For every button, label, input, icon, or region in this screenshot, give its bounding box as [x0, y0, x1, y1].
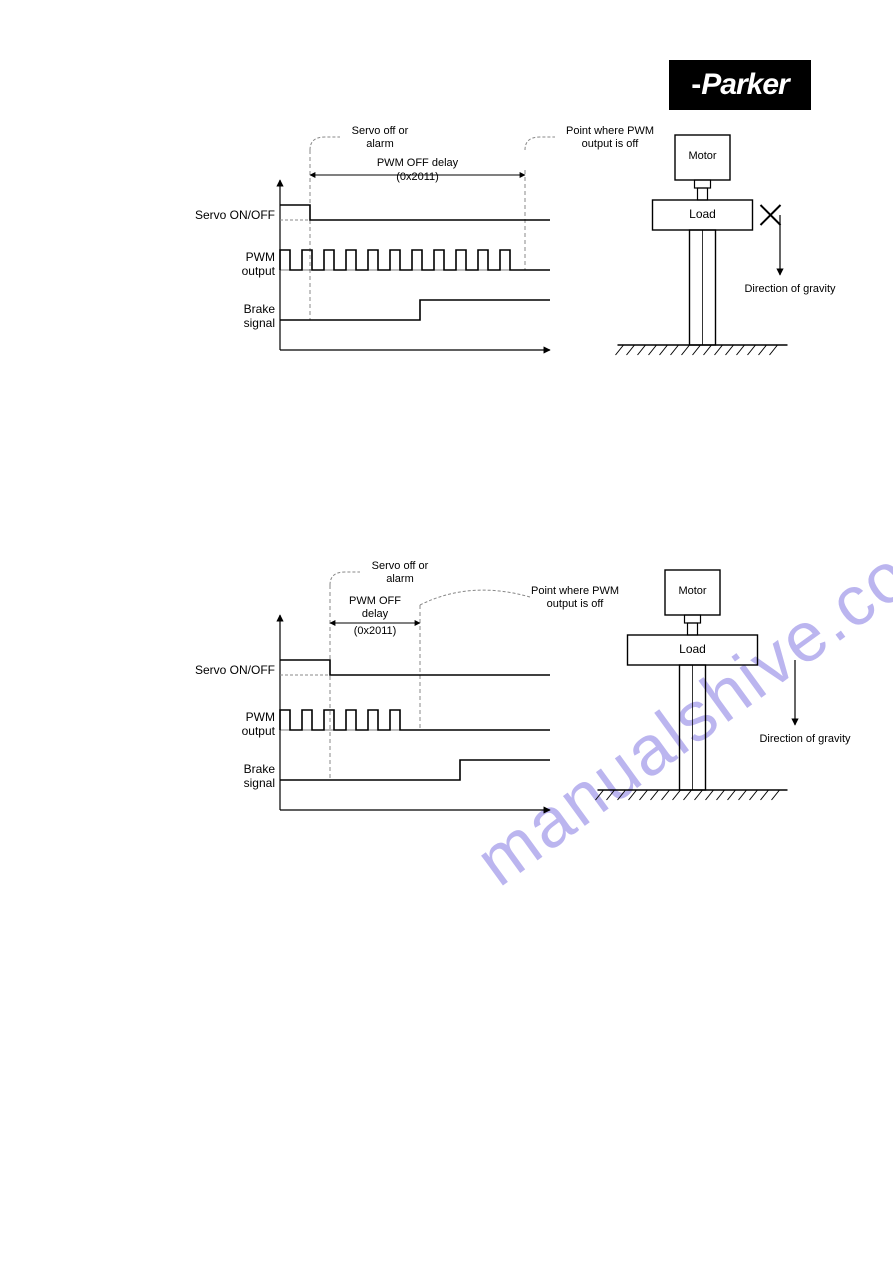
label-brake-signal: Brakesignal: [175, 762, 275, 791]
label-pwm-off-delay-param: (0x2011): [330, 625, 420, 638]
label-load: Load: [653, 207, 753, 221]
label-load: Load: [628, 642, 758, 656]
label-servo-off: Servo off oralarm: [335, 125, 425, 151]
label-pwm-output: PWMoutput: [175, 710, 275, 739]
label-pwm-off-delay: PWM OFFdelay: [330, 595, 420, 621]
label-brake-signal: Brakesignal: [175, 302, 275, 331]
label-servo-onoff: Servo ON/OFF: [175, 663, 275, 677]
label-pwm-output: PWMoutput: [175, 250, 275, 279]
label-servo-onoff: Servo ON/OFF: [175, 208, 275, 222]
label-pwm-off-point: Point where PWMoutput is off: [515, 585, 635, 611]
label-pwm-off-delay: PWM OFF delay: [363, 157, 473, 170]
label-motor: Motor: [675, 150, 730, 163]
label-motor: Motor: [665, 585, 720, 598]
label-servo-off: Servo off oralarm: [355, 560, 445, 586]
label-pwm-off-delay-param: (0x2011): [363, 171, 473, 184]
parker-logo: Parker: [669, 60, 811, 110]
label-gravity: Direction of gravity: [735, 733, 875, 746]
timing-diagram-1: Servo off oralarmPoint where PWMoutput i…: [120, 130, 840, 410]
label-gravity: Direction of gravity: [720, 283, 860, 296]
logo-text: Parker: [691, 68, 788, 102]
timing-diagram-2: Servo off oralarmPoint where PWMoutput i…: [120, 565, 840, 855]
label-pwm-off-point: Point where PWMoutput is off: [550, 125, 670, 151]
